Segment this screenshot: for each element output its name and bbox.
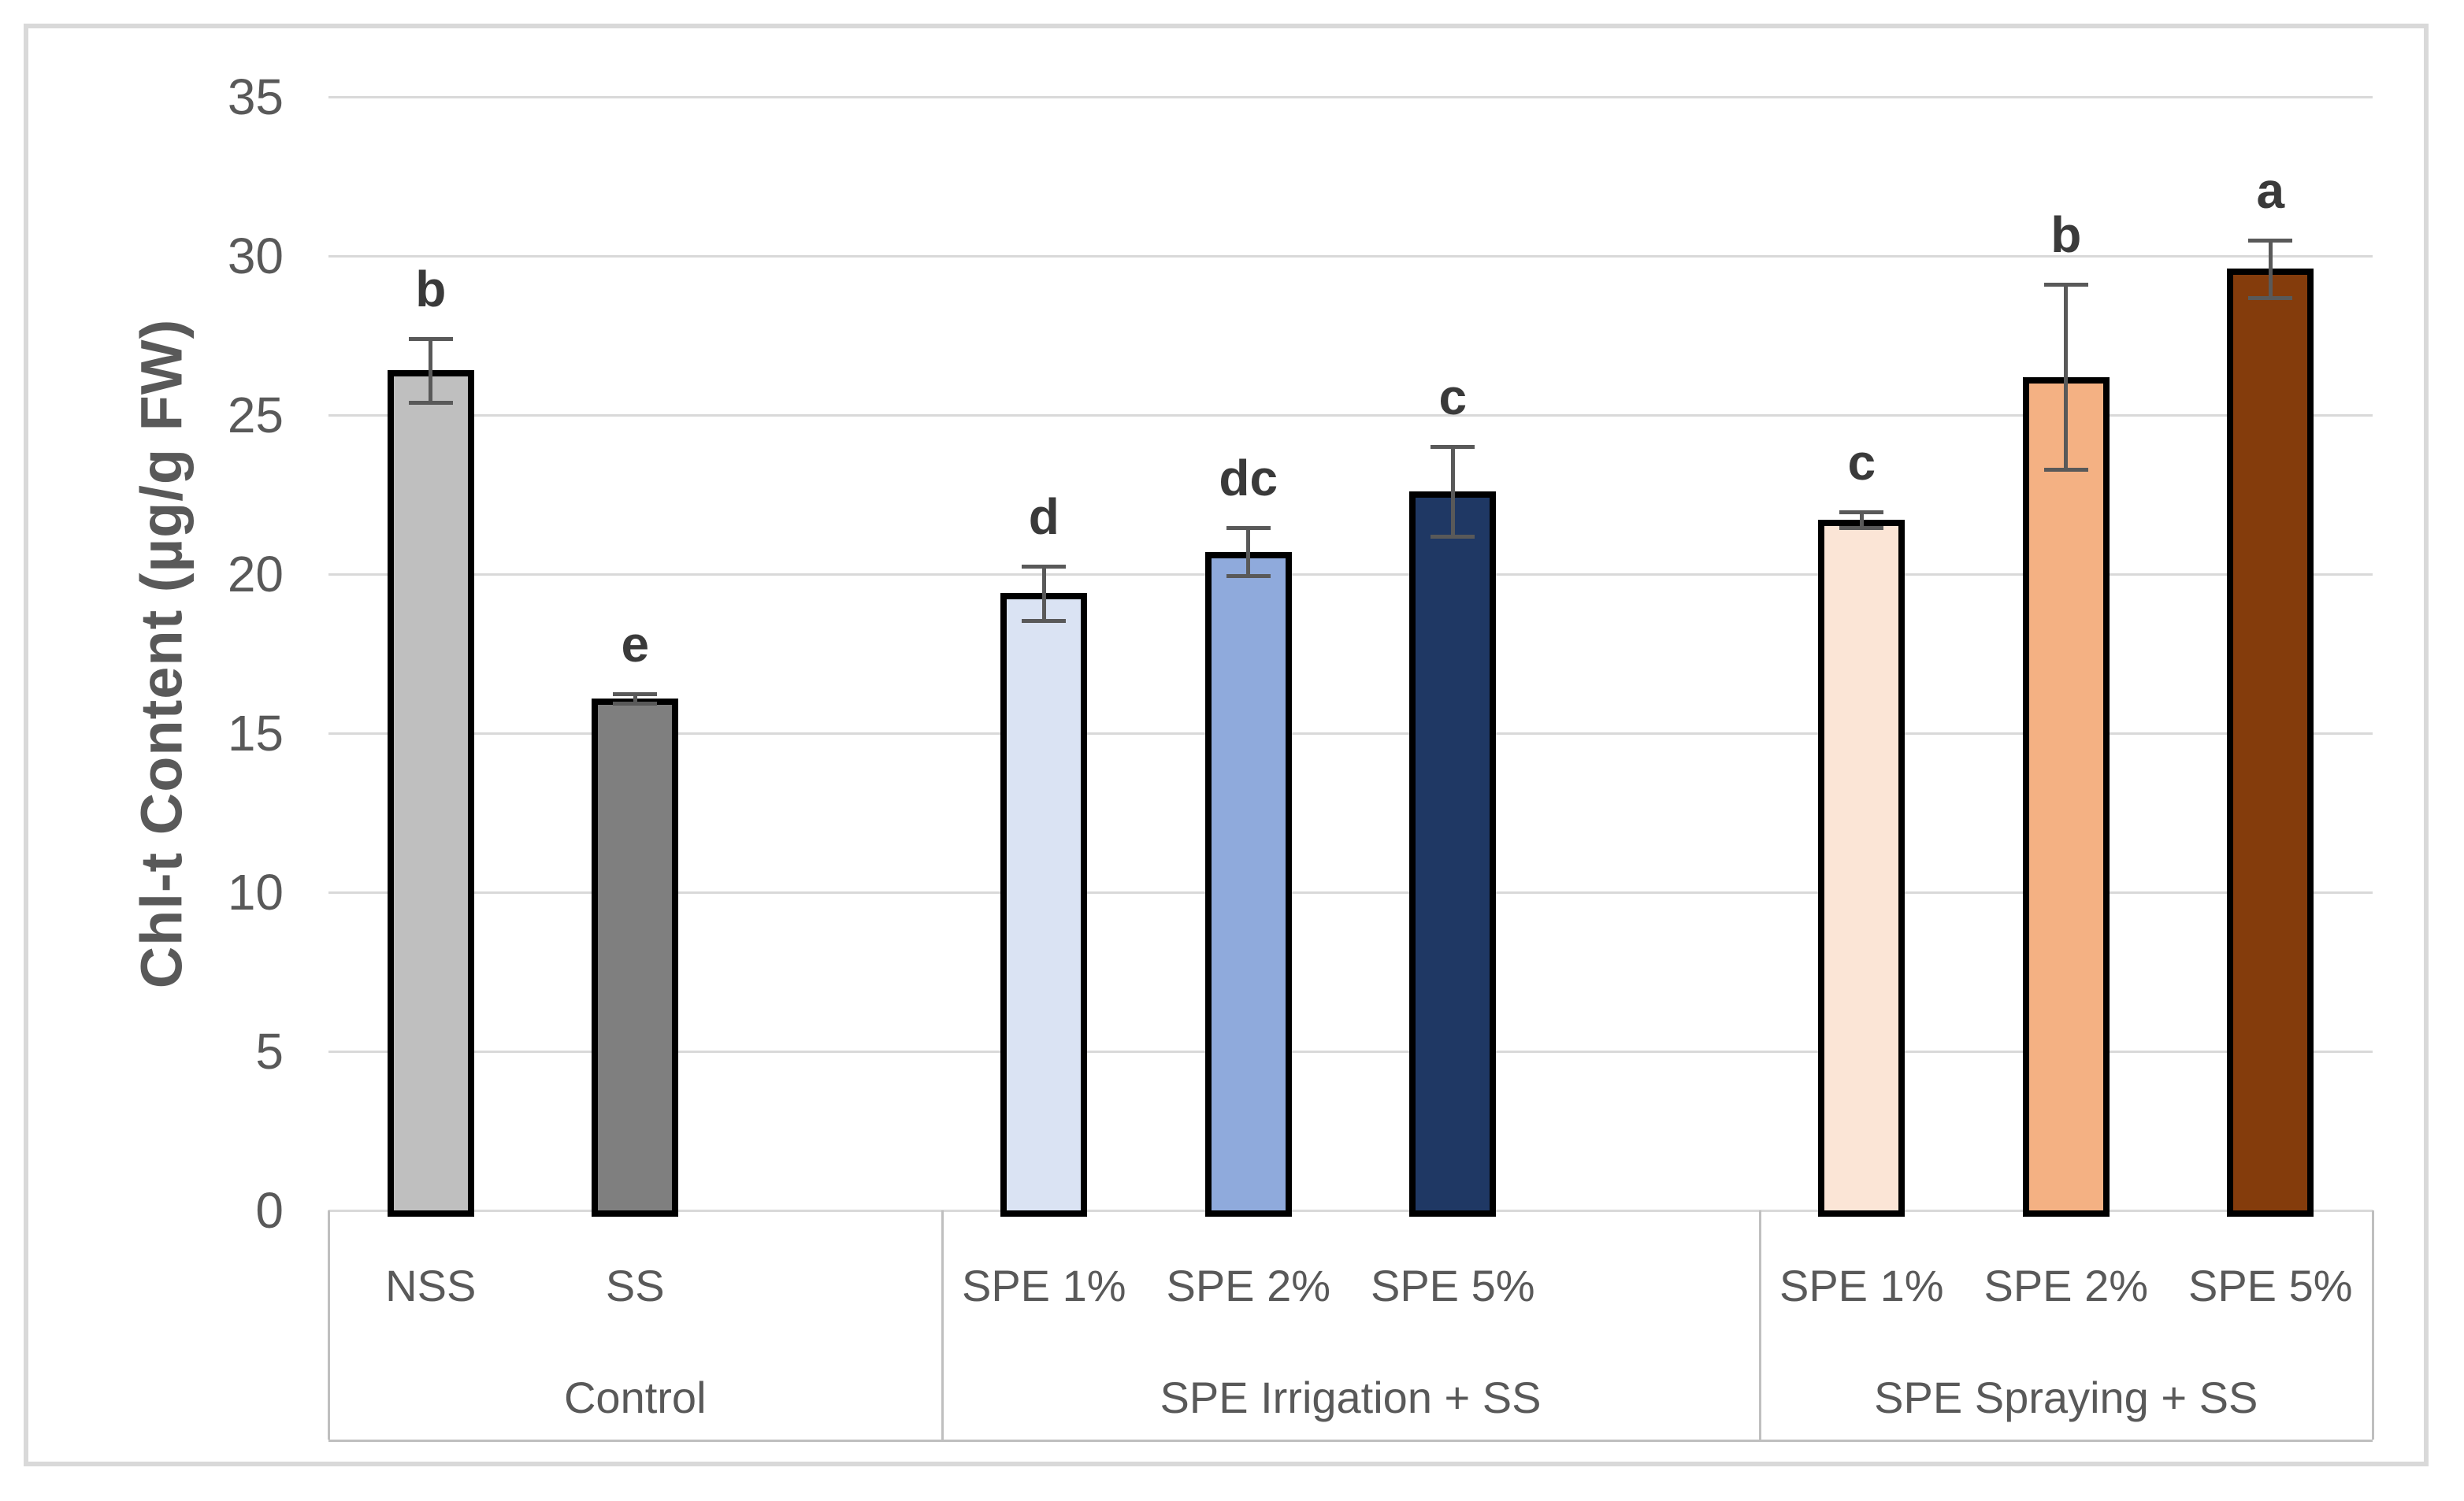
error-bar-cap [1022, 618, 1067, 623]
category-label: SPE 2% [1166, 1261, 1331, 1310]
bar-3-spe-1- [1818, 520, 1906, 1217]
group-separator-line [941, 1210, 944, 1440]
bar-2-spe-2- [1204, 551, 1292, 1217]
bar-3-spe-5- [2227, 269, 2314, 1217]
bar-3-spe-2- [2022, 376, 2110, 1217]
significance-letter: a [2256, 161, 2285, 219]
y-tick-label-30: 30 [227, 228, 284, 284]
y-tick-label-35: 35 [227, 69, 284, 125]
y-tick-label-10: 10 [227, 864, 284, 921]
error-bar [1450, 447, 1455, 536]
error-bar [1246, 528, 1251, 576]
bar-2-spe-5- [1409, 491, 1497, 1217]
significance-letter: c [1438, 369, 1468, 426]
gridline-y-30 [328, 255, 2373, 258]
error-bar [633, 693, 637, 703]
error-bar-cap [613, 691, 658, 696]
error-bar-cap [2248, 238, 2293, 243]
error-bar [1041, 565, 1046, 621]
y-tick-label-15: 15 [227, 705, 284, 762]
bar-1-nss [387, 370, 474, 1217]
significance-letter: d [1028, 487, 1059, 545]
category-label: SPE 1% [961, 1261, 1126, 1310]
error-bar-cap [2248, 295, 2293, 300]
significance-letter: c [1847, 434, 1876, 491]
error-bar-cap [1226, 526, 1271, 531]
error-bar-cap [1431, 534, 1475, 539]
significance-letter: b [415, 261, 447, 318]
bar-2-spe-1- [1000, 593, 1088, 1217]
significance-letter: b [2050, 206, 2082, 264]
gridline-y-5 [328, 1051, 2373, 1053]
group-label: Control [563, 1373, 707, 1422]
error-bar [2268, 239, 2273, 298]
error-bar-cap [1839, 526, 1884, 531]
error-bar [429, 339, 433, 402]
error-bar-cap [1431, 445, 1475, 450]
error-bar-cap [613, 701, 658, 706]
error-bar-cap [1226, 574, 1271, 579]
gridline-y-10 [328, 891, 2373, 894]
gridline-y-35 [328, 96, 2373, 98]
error-bar [2064, 284, 2069, 469]
category-label: SPE 5% [1370, 1261, 1535, 1310]
error-bar-cap [408, 400, 453, 405]
y-tick-label-25: 25 [227, 387, 284, 443]
group-label: SPE Spraying + SS [1874, 1373, 2258, 1422]
figure-border [24, 24, 2429, 1466]
y-tick-label-20: 20 [227, 546, 284, 602]
error-bar-cap [2043, 467, 2088, 472]
group-separator-line [328, 1210, 330, 1440]
group-label: SPE Irrigation + SS [1160, 1373, 1542, 1422]
bar-1-ss [592, 698, 679, 1217]
error-bar [1859, 512, 1864, 528]
category-label: SPE 5% [2188, 1261, 2353, 1310]
group-separator-line [1758, 1210, 1761, 1440]
group-separator-line [2372, 1210, 2374, 1440]
gridline-y-0 [328, 1210, 2373, 1212]
error-bar-cap [1022, 564, 1067, 569]
significance-letter: dc [1219, 450, 1278, 507]
category-label: SPE 2% [1983, 1261, 2149, 1310]
category-label: NSS [385, 1261, 477, 1310]
significance-letter: e [621, 615, 650, 673]
gridline-y-20 [328, 573, 2373, 576]
y-tick-label-5: 5 [255, 1023, 284, 1080]
label-box-bottom-line [328, 1440, 2373, 1442]
error-bar-cap [2043, 283, 2088, 287]
gridline-y-25 [328, 414, 2373, 417]
gridline-y-15 [328, 732, 2373, 735]
category-label: SPE 1% [1779, 1261, 1944, 1310]
error-bar-cap [408, 337, 453, 342]
y-tick-label-0: 0 [255, 1182, 284, 1239]
error-bar-cap [1839, 510, 1884, 515]
category-label: SS [605, 1261, 665, 1310]
